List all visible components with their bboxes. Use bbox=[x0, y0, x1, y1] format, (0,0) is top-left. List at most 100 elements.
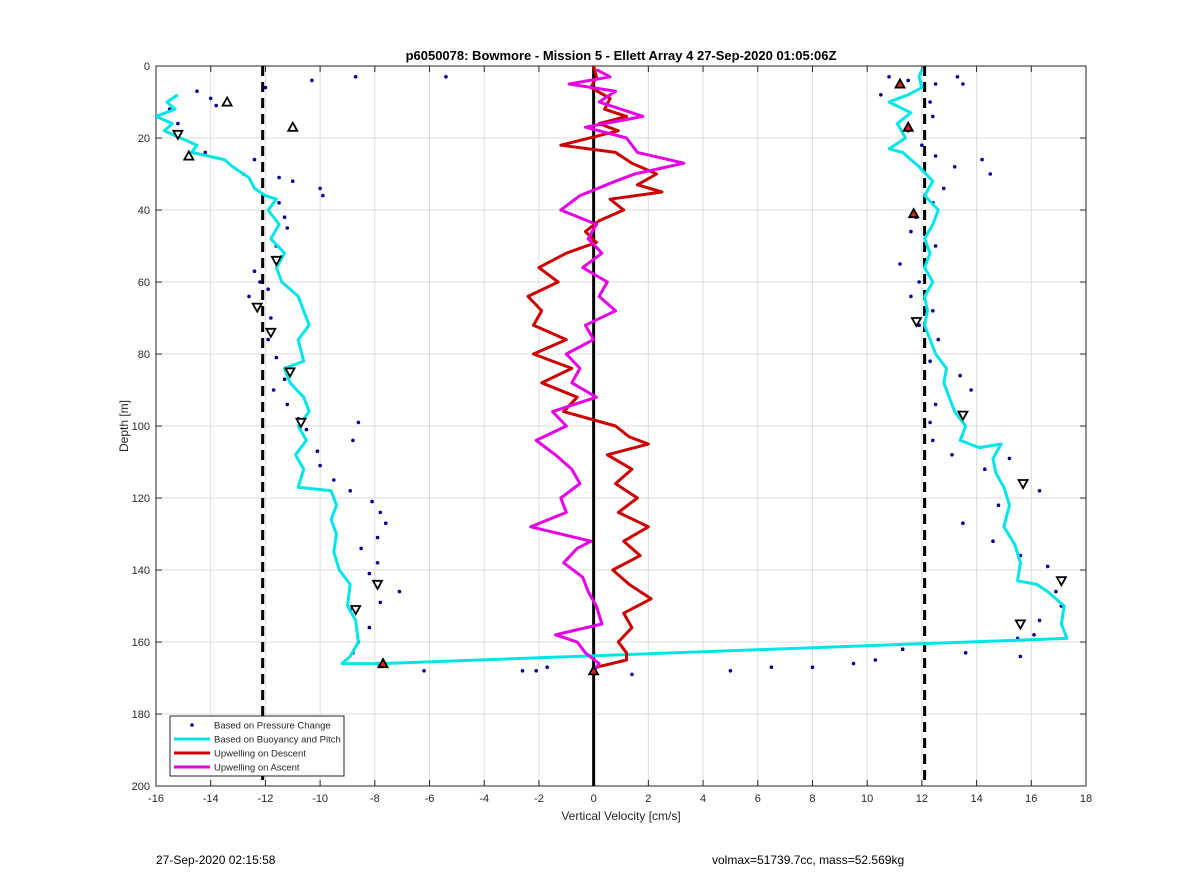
data-point bbox=[266, 287, 270, 292]
marker-group bbox=[376, 77, 920, 676]
data-point bbox=[282, 215, 287, 219]
data-point bbox=[203, 150, 208, 155]
data-point bbox=[851, 661, 856, 666]
data-point bbox=[958, 373, 962, 378]
triangle-marker bbox=[349, 605, 362, 616]
triangle-marker bbox=[251, 302, 264, 314]
data-point bbox=[909, 294, 913, 299]
data-point bbox=[444, 75, 448, 79]
data-point bbox=[1045, 564, 1050, 569]
triangle-marker bbox=[286, 120, 299, 132]
data-point bbox=[208, 96, 213, 101]
data-point bbox=[315, 449, 320, 454]
data-point bbox=[375, 561, 380, 565]
data-point bbox=[887, 75, 891, 79]
data-point bbox=[351, 438, 355, 443]
data-point bbox=[941, 186, 946, 191]
data-point bbox=[931, 438, 935, 443]
data-point bbox=[1032, 633, 1036, 637]
footer-timestamp: 27-Sep-2020 02:15:58 bbox=[156, 853, 276, 867]
data-point bbox=[810, 665, 815, 669]
data-point bbox=[397, 589, 402, 594]
x-tick-label: 4 bbox=[700, 793, 706, 805]
data-point bbox=[359, 546, 363, 551]
data-point bbox=[988, 172, 993, 176]
data-point bbox=[367, 625, 372, 630]
x-tick-label: -8 bbox=[370, 793, 380, 805]
triangle-marker bbox=[893, 77, 907, 89]
data-point bbox=[353, 75, 358, 79]
data-point bbox=[963, 651, 968, 655]
x-tick-label: 6 bbox=[755, 793, 761, 805]
data-point bbox=[996, 503, 1001, 508]
data-point bbox=[318, 186, 322, 191]
data-point bbox=[348, 489, 353, 493]
grid bbox=[155, 65, 1087, 787]
legend: Based on Pressure Change Based on Buoyanc… bbox=[169, 715, 345, 777]
y-tick-label: 60 bbox=[138, 277, 150, 289]
data-point bbox=[252, 157, 257, 162]
data-point bbox=[356, 420, 361, 425]
data-point bbox=[933, 244, 938, 248]
triangle-marker bbox=[294, 417, 308, 429]
triangle-marker bbox=[902, 120, 915, 132]
data-point bbox=[769, 665, 774, 669]
y-tick-label: 0 bbox=[144, 61, 150, 73]
data-point bbox=[1054, 589, 1058, 594]
data-point bbox=[950, 453, 954, 457]
data-point bbox=[933, 402, 938, 407]
legend-swatch bbox=[190, 723, 194, 727]
data-point bbox=[936, 337, 941, 342]
data-point bbox=[269, 316, 273, 320]
data-point bbox=[909, 229, 913, 234]
data-point bbox=[980, 157, 984, 162]
data-point bbox=[310, 78, 314, 83]
data-point bbox=[1007, 456, 1012, 461]
data-point bbox=[969, 388, 973, 392]
series-line bbox=[529, 68, 686, 672]
data-point bbox=[931, 309, 935, 313]
data-point bbox=[277, 175, 281, 180]
legend-label: Based on Pressure Change bbox=[214, 721, 331, 732]
data-point bbox=[370, 499, 374, 504]
x-tick-label: -16 bbox=[148, 793, 164, 805]
data-point bbox=[195, 89, 199, 93]
data-point bbox=[274, 355, 279, 360]
data-point bbox=[630, 672, 634, 677]
x-tick-label: 12 bbox=[916, 793, 928, 805]
y-tick-label: 40 bbox=[138, 205, 150, 217]
data-point bbox=[367, 571, 372, 576]
data-point bbox=[383, 521, 388, 525]
data-point bbox=[252, 269, 257, 274]
data-point bbox=[271, 388, 276, 392]
data-point bbox=[900, 647, 905, 651]
data-point bbox=[285, 402, 290, 407]
data-point bbox=[906, 78, 911, 83]
data-point bbox=[955, 75, 960, 79]
x-tick-label: 18 bbox=[1080, 793, 1092, 805]
data-point bbox=[304, 427, 309, 432]
data-point bbox=[898, 262, 902, 266]
data-point bbox=[520, 669, 525, 673]
data-point bbox=[318, 463, 322, 468]
x-tick-label: 0 bbox=[591, 793, 597, 805]
triangle-marker bbox=[182, 149, 195, 161]
data-point bbox=[1037, 489, 1042, 493]
data-point bbox=[928, 359, 932, 364]
data-point bbox=[331, 478, 336, 482]
footer-volmax-mass: volmax=51739.7cc, mass=52.569kg bbox=[712, 853, 905, 867]
series-group bbox=[156, 66, 1069, 677]
data-point bbox=[263, 85, 268, 90]
data-point bbox=[961, 82, 965, 86]
data-point bbox=[545, 665, 549, 669]
x-axis-label: Vertical Velocity [cm/s] bbox=[561, 809, 680, 823]
triangle-marker bbox=[1017, 479, 1030, 490]
data-point bbox=[422, 669, 426, 673]
y-tick-label: 180 bbox=[132, 709, 150, 721]
y-tick-label: 200 bbox=[132, 781, 150, 793]
y-tick-label: 80 bbox=[138, 349, 150, 361]
data-point bbox=[1018, 654, 1023, 659]
triangle-marker bbox=[270, 255, 283, 267]
data-point bbox=[534, 669, 539, 673]
